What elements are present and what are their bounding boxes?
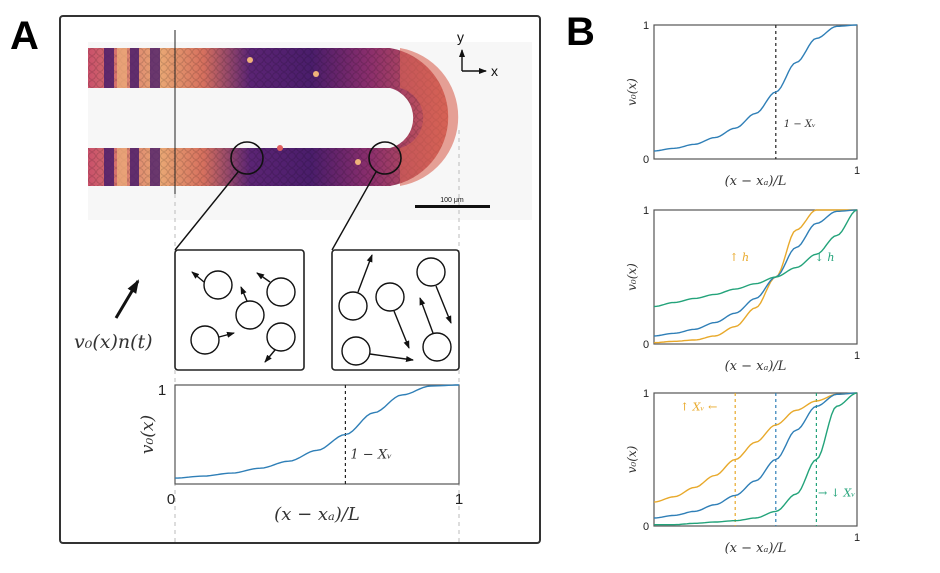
x-tick-label: 1 <box>455 491 463 508</box>
y-axis-label: y <box>457 29 464 45</box>
x-tick-label: 1 <box>854 350 860 362</box>
x-axis-title: (x − xₐ)/L <box>274 504 360 525</box>
particle <box>375 282 405 312</box>
cell-highlight <box>247 57 253 63</box>
y-axis-title: v₀(x) <box>625 78 639 106</box>
inset-high-activity <box>331 249 460 371</box>
x-tick-label: 1 <box>854 532 860 544</box>
particle <box>266 277 296 307</box>
chart-b-middle: ↑ h ↓ h 0 1 1 (x − xₐ)/L v₀(x) <box>625 205 860 374</box>
panel-a-frame <box>59 15 541 544</box>
annotation-label: ↑ Xᵥ ← <box>680 400 717 413</box>
xy-axes-indicator: y x <box>457 29 498 79</box>
x-tick-label: 1 <box>854 165 860 177</box>
y-axis-title: v₀(x) <box>625 445 639 473</box>
plot-frame <box>653 392 858 527</box>
y-tick-label: 1 <box>643 388 649 400</box>
x-axis-title: (x − xₐ)/L <box>725 174 787 189</box>
annotation-label: ↓ h <box>815 251 835 264</box>
plot-frame <box>653 24 858 160</box>
velocity-arrow-icon <box>114 279 140 319</box>
x-axis-title: (x − xₐ)/L <box>725 359 787 374</box>
series-line-baseline <box>653 392 858 519</box>
stripe-bands <box>104 48 160 186</box>
x-axis-label: x <box>491 63 498 79</box>
series-line-baseline <box>653 209 858 337</box>
particle <box>416 257 446 287</box>
zoom-circle-left <box>230 141 264 175</box>
particle <box>190 325 220 355</box>
panel-label-b: B <box>566 10 595 54</box>
cell-channel <box>88 48 459 186</box>
series-line-baseline <box>174 384 459 479</box>
panel-label-a: A <box>10 14 39 58</box>
y-tick-label: 0 <box>643 521 649 533</box>
cell-highlight <box>277 145 283 151</box>
chart-b-top: 1 − Xᵥ 0 1 1 (x − xₐ)/L v₀(x) <box>625 20 860 189</box>
y-tick-label: 1 <box>643 205 649 217</box>
series-line-baseline <box>653 24 858 152</box>
scale-bar-label: 100 μm <box>440 197 464 204</box>
x-axis-title: (x − xₐ)/L <box>725 541 787 556</box>
chart-b-bottom: ↑ Xᵥ ← → ↓ Xᵥ 0 1 1 (x − xₐ)/L v₀(x) <box>625 388 860 556</box>
cell-highlight <box>313 71 319 77</box>
series-line-high-h <box>653 209 857 344</box>
scale-bar: 100 μm <box>415 197 490 208</box>
zoom-connector-left <box>174 171 239 251</box>
velocity-label: v₀(x)n(t) <box>74 331 153 353</box>
threshold-label: 1 − Xᵥ <box>784 119 816 130</box>
x-tick-label: 0 <box>167 491 175 508</box>
plot-frame <box>174 384 460 485</box>
particle <box>266 322 296 352</box>
y-axis-title: v₀(x) <box>138 415 158 454</box>
threshold-label: 1 − Xᵥ <box>350 447 392 462</box>
y-axis-title: v₀(x) <box>625 263 639 291</box>
y-tick-label: 1 <box>158 382 166 399</box>
chart-a-bottom: 1 − Xᵥ 0 1 1 (x − xₐ)/L v₀(x) <box>138 382 463 525</box>
inset-low-activity <box>174 249 305 371</box>
y-tick-label: 1 <box>643 20 649 32</box>
series-line-low-h <box>653 209 858 308</box>
zoom-connector-right <box>331 171 377 251</box>
series-line-low-Xv <box>654 392 858 526</box>
series-line-high-Xv <box>653 392 858 503</box>
cell-highlight <box>355 159 361 165</box>
y-tick-label: 0 <box>643 339 649 351</box>
particle <box>235 300 265 330</box>
annotation-label: → ↓ Xᵥ <box>818 487 855 500</box>
particle <box>203 270 233 300</box>
zoom-circle-right <box>368 141 402 175</box>
y-tick-label: 0 <box>643 154 649 166</box>
particle <box>341 336 371 366</box>
particle <box>338 291 368 321</box>
plot-frame <box>653 209 858 345</box>
particle <box>422 332 452 362</box>
annotation-label: ↑ h <box>729 251 749 264</box>
